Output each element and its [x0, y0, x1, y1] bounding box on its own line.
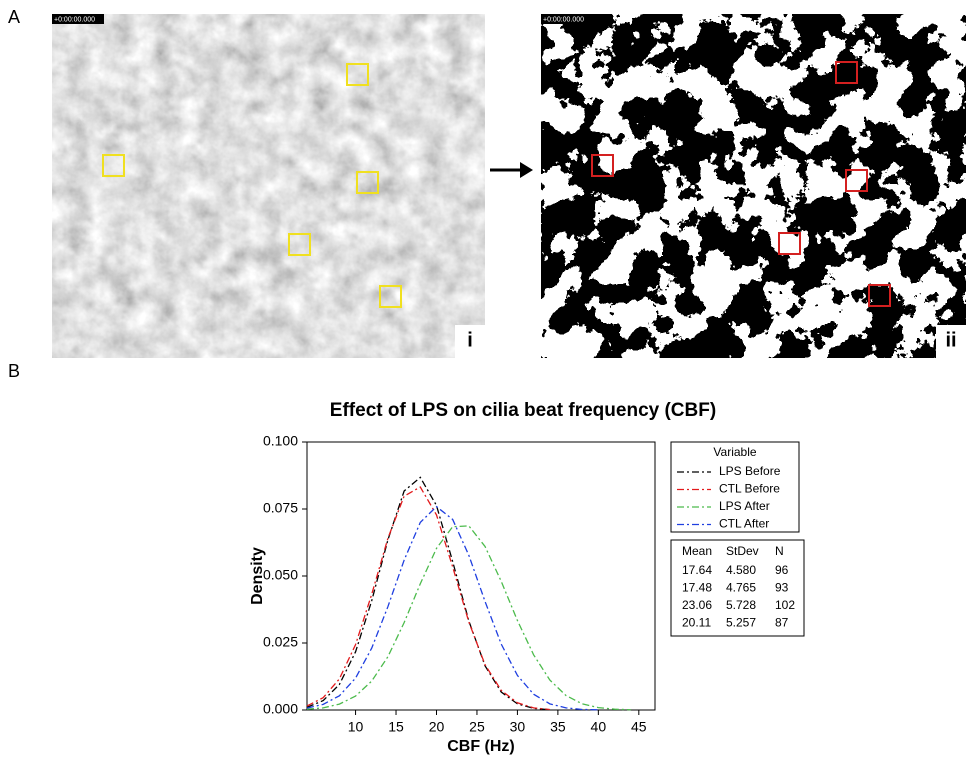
x-tick-label: 30	[510, 719, 526, 735]
roi	[288, 233, 311, 256]
y-axis-label: Density	[249, 547, 266, 605]
roi	[868, 284, 891, 307]
x-tick-label: 20	[429, 719, 445, 735]
roi	[379, 285, 402, 308]
y-tick-label: 0.075	[263, 500, 298, 516]
density-line	[306, 505, 599, 711]
stats-cell: 93	[775, 581, 789, 595]
stats-cell: 96	[775, 563, 789, 577]
x-axis-label: CBF (Hz)	[447, 738, 515, 755]
legend-title: Variable	[713, 445, 756, 459]
y-tick-label: 0.100	[263, 433, 298, 449]
x-tick-label: 40	[591, 719, 607, 735]
legend-box	[670, 441, 800, 533]
roi	[845, 169, 868, 192]
y-tick-label: 0.050	[263, 567, 298, 583]
stats-cell: 5.257	[726, 616, 756, 630]
roi	[835, 61, 858, 84]
legend-label: CTL After	[719, 517, 769, 531]
panel-label: B	[8, 361, 20, 381]
image-label: ii	[945, 329, 956, 351]
stats-cell: 4.580	[726, 563, 756, 577]
density-line	[306, 525, 631, 711]
roi	[346, 63, 369, 86]
y-tick-label: 0.000	[263, 701, 298, 717]
roi	[778, 232, 801, 255]
stats-box	[670, 539, 805, 637]
timestamp: +0:00:00.000	[54, 16, 95, 23]
legend-label: CTL Before	[719, 482, 780, 496]
roi	[591, 154, 614, 177]
density-line	[306, 476, 550, 711]
stats-header: StDev	[726, 544, 759, 558]
binary-image	[541, 14, 966, 358]
x-tick-label: 15	[388, 719, 404, 735]
roi	[356, 171, 379, 194]
stats-header: N	[775, 544, 784, 558]
arrow	[490, 162, 533, 178]
y-tick-label: 0.025	[263, 634, 298, 650]
timestamp-box	[541, 14, 593, 24]
roi-group	[102, 63, 402, 308]
stats-cell: 4.765	[726, 581, 756, 595]
microscopy-image	[52, 14, 485, 358]
stats-cell: 20.11	[682, 616, 711, 630]
panel-label: A	[8, 7, 20, 27]
x-tick-label: 35	[550, 719, 566, 735]
chart-title: Effect of LPS on cilia beat frequency (C…	[330, 400, 716, 421]
roi-group	[591, 61, 891, 307]
image-label: i	[467, 329, 473, 351]
timestamp-box	[52, 14, 104, 24]
legend-label: LPS After	[719, 499, 770, 513]
density-line	[306, 486, 550, 711]
roi	[102, 154, 125, 177]
stats-cell: 5.728	[726, 598, 756, 612]
stats-cell: 17.64	[682, 563, 712, 577]
stats-header: Mean	[682, 544, 712, 558]
stats-cell: 102	[775, 598, 795, 612]
label-box	[936, 325, 966, 358]
plot-frame	[306, 441, 656, 711]
arrow-head	[520, 162, 533, 178]
label-box	[455, 325, 485, 358]
x-tick-label: 25	[469, 719, 485, 735]
x-tick-label: 10	[348, 719, 364, 735]
timestamp: +0:00:00.000	[543, 16, 584, 23]
x-tick-label: 45	[631, 719, 647, 735]
stats-cell: 17.48	[682, 581, 712, 595]
legend-label: LPS Before	[719, 464, 781, 478]
stats-cell: 87	[775, 616, 789, 630]
stats-cell: 23.06	[682, 598, 712, 612]
